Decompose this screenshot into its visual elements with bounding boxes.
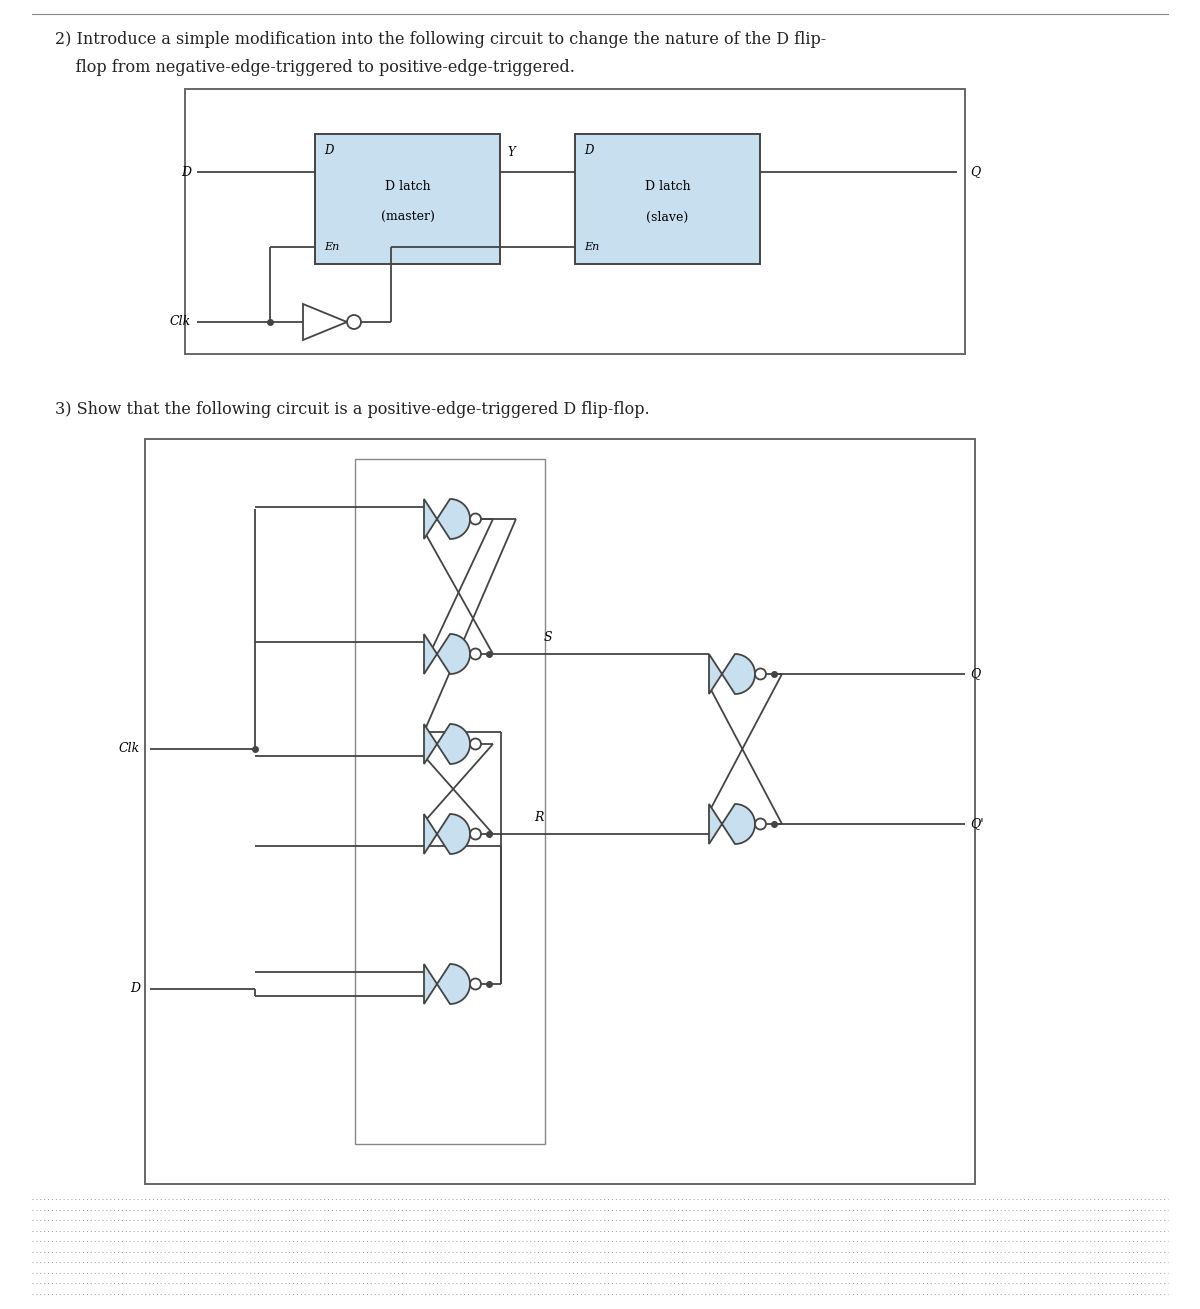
Circle shape	[347, 315, 361, 329]
Circle shape	[470, 738, 481, 750]
Text: Q: Q	[970, 165, 980, 178]
Text: D: D	[324, 144, 334, 157]
Circle shape	[470, 979, 481, 990]
Text: S: S	[544, 631, 553, 644]
Text: flop from negative-edge-triggered to positive-edge-triggered.: flop from negative-edge-triggered to pos…	[55, 59, 575, 76]
Text: (master): (master)	[380, 211, 434, 224]
Text: En: En	[584, 242, 599, 253]
Text: D latch: D latch	[385, 181, 431, 194]
FancyBboxPatch shape	[314, 134, 500, 264]
Polygon shape	[424, 634, 470, 674]
Circle shape	[470, 829, 481, 839]
Polygon shape	[709, 804, 755, 844]
Text: D latch: D latch	[644, 181, 690, 194]
FancyBboxPatch shape	[355, 459, 545, 1144]
FancyBboxPatch shape	[575, 134, 760, 264]
Polygon shape	[709, 654, 755, 694]
Text: En: En	[324, 242, 340, 253]
Circle shape	[755, 669, 766, 679]
Text: Q': Q'	[970, 818, 984, 830]
Text: D: D	[584, 144, 593, 157]
FancyBboxPatch shape	[185, 89, 965, 353]
Text: Clk: Clk	[119, 742, 140, 755]
Text: D: D	[130, 983, 140, 996]
Polygon shape	[424, 499, 470, 539]
Polygon shape	[424, 814, 470, 853]
Circle shape	[470, 513, 481, 525]
Text: 3) Show that the following circuit is a positive-edge-triggered D flip-flop.: 3) Show that the following circuit is a …	[55, 401, 649, 418]
Text: Y: Y	[508, 147, 515, 158]
Text: (slave): (slave)	[647, 211, 689, 224]
Polygon shape	[302, 304, 347, 340]
Text: R: R	[534, 812, 544, 823]
Circle shape	[470, 648, 481, 660]
Circle shape	[755, 818, 766, 830]
Text: D: D	[181, 165, 191, 178]
Text: 2) Introduce a simple modification into the following circuit to change the natu: 2) Introduce a simple modification into …	[55, 31, 827, 48]
FancyBboxPatch shape	[145, 439, 974, 1185]
Text: Clk: Clk	[169, 315, 191, 329]
Text: Q: Q	[970, 668, 980, 681]
Polygon shape	[424, 724, 470, 764]
Polygon shape	[424, 963, 470, 1004]
